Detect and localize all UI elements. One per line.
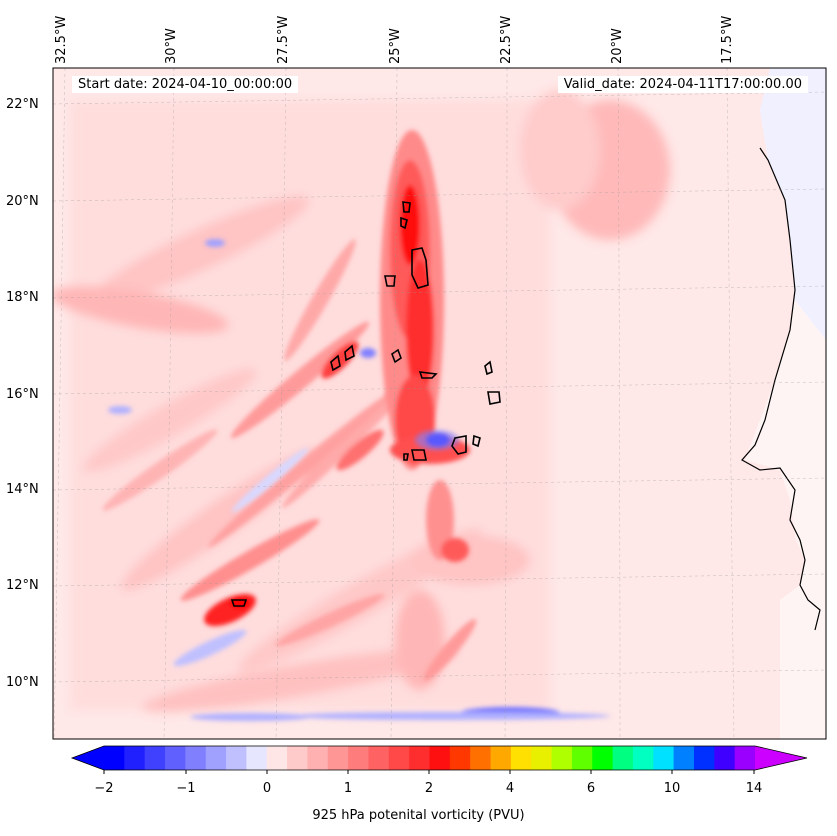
start-date-label: Start date: 2024-04-10_00:00:00 — [72, 76, 299, 93]
lon-label: 32.5°W — [54, 15, 69, 64]
colorbar-swatch — [571, 746, 593, 770]
lon-label: 22.5°W — [499, 15, 514, 64]
colorbar-title: 925 hPa potenital vorticity (PVU) — [312, 808, 525, 823]
colorbar-swatch — [287, 746, 308, 770]
colorbar-tick-label: 4 — [505, 781, 515, 796]
colorbar-swatch — [673, 746, 695, 770]
lon-label: 30°W — [164, 28, 179, 64]
colorbar-swatch — [104, 746, 125, 770]
map-frame — [52, 67, 827, 740]
colorbar-swatch — [226, 746, 247, 770]
cape-verde-islands — [230, 201, 501, 607]
colorbar-swatch — [551, 746, 573, 770]
lon-label: 25°W — [388, 28, 403, 64]
lon-label: 27.5°W — [276, 15, 291, 64]
colorbar-tick-label: −2 — [94, 781, 114, 796]
lat-label: 16°N — [6, 387, 39, 402]
lon-label: 17.5°W — [720, 15, 735, 64]
lat-label: 18°N — [6, 290, 39, 305]
colorbar-swatch — [144, 746, 166, 770]
lat-label: 14°N — [6, 482, 39, 497]
colorbar-tick-label: 14 — [745, 781, 763, 796]
lat-label: 22°N — [6, 97, 39, 112]
lat-label: 20°N — [6, 194, 39, 209]
colorbar-swatch — [165, 746, 186, 770]
colorbar-swatch — [734, 746, 756, 770]
colorbar-swatch — [449, 746, 471, 770]
colorbar-tick-label: 1 — [343, 781, 353, 796]
colorbar-swatch — [470, 746, 492, 770]
lat-label: 12°N — [6, 578, 39, 593]
valid-date-label: Valid_date: 2024-04-11T17:00:00.00 — [557, 76, 808, 93]
colorbar-tick-label: 6 — [586, 781, 596, 796]
map-field — [53, 68, 826, 739]
colorbar-swatch — [124, 746, 146, 770]
colorbar-swatch — [693, 746, 715, 770]
colorbar-tick-label: 10 — [663, 781, 681, 796]
colorbar-swatch — [429, 746, 451, 770]
colorbar-swatch — [388, 746, 410, 770]
colorbar-swatch — [185, 746, 207, 770]
colorbar-swatch — [531, 746, 553, 770]
graticule — [53, 68, 826, 739]
colorbar-tick-label: 0 — [262, 781, 272, 796]
colorbar-swatch — [592, 746, 614, 770]
colorbar-swatch — [409, 746, 430, 770]
colorbar-swatch — [307, 746, 329, 770]
colorbar-swatch — [490, 746, 512, 770]
colorbar-extend-low — [72, 746, 104, 770]
colorbar — [70, 745, 808, 774]
colorbar-swatch — [632, 746, 654, 770]
lon-label: 20°W — [610, 28, 625, 64]
colorbar-swatch — [714, 746, 736, 770]
colorbar-tick-label: 2 — [424, 781, 434, 796]
colorbar-tick-label: −1 — [176, 781, 196, 796]
colorbar-swatch — [266, 746, 288, 770]
colorbar-swatch — [653, 746, 675, 770]
colorbar-swatch — [368, 746, 390, 770]
colorbar-swatch — [510, 746, 532, 770]
coastline-africa — [741, 147, 821, 631]
colorbar-swatch — [327, 746, 349, 770]
colorbar-swatch — [246, 746, 268, 770]
colorbar-swatch — [205, 746, 227, 770]
colorbar-swatch — [348, 746, 369, 770]
lat-label: 10°N — [6, 675, 39, 690]
colorbar-extend-high — [755, 746, 807, 770]
colorbar-swatch — [612, 746, 634, 770]
